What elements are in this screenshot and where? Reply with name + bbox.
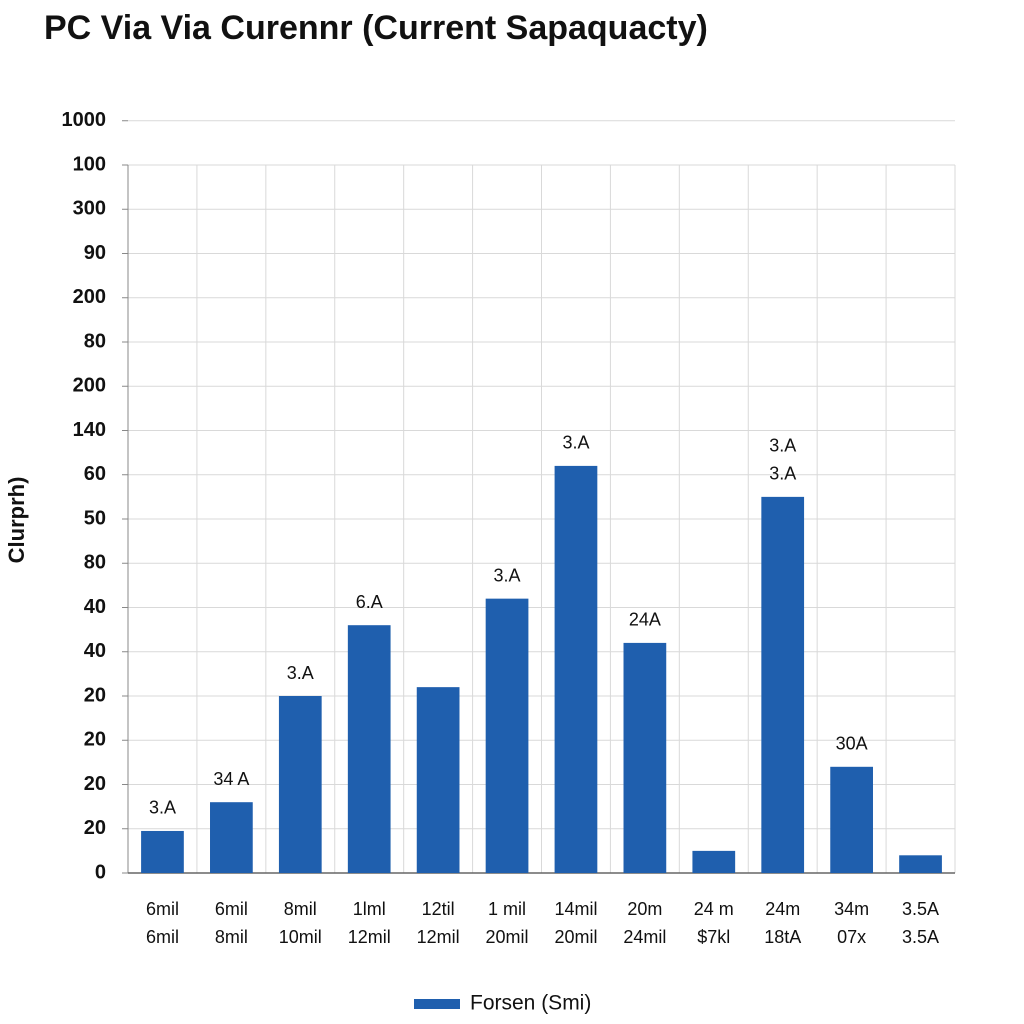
y-axis-title: Clurprh) bbox=[4, 477, 29, 564]
x-tick-label: 6mil bbox=[215, 899, 248, 919]
bar bbox=[692, 850, 736, 873]
legend-swatch bbox=[414, 999, 460, 1009]
x-tick-label: 8mil bbox=[284, 899, 317, 919]
bar bbox=[761, 496, 805, 873]
bar bbox=[347, 625, 391, 873]
bar-label: 3.A bbox=[149, 798, 176, 818]
y-tick-label: 200 bbox=[73, 375, 106, 397]
x-tick-label: 1 mil bbox=[488, 899, 526, 919]
bar-label: 3.A bbox=[562, 433, 589, 453]
x-tick-label: 20mil bbox=[554, 927, 597, 947]
bar bbox=[210, 802, 253, 873]
y-tick-label: 60 bbox=[84, 463, 106, 485]
bar-label: 3.A bbox=[494, 565, 521, 585]
y-tick-label: 40 bbox=[84, 640, 106, 662]
y-tick-label: 0 bbox=[95, 861, 106, 883]
y-tick-label: 90 bbox=[84, 242, 106, 264]
bar bbox=[554, 465, 598, 873]
bar-label: 24A bbox=[629, 610, 661, 630]
bar bbox=[899, 855, 942, 873]
x-tick-label: 12mil bbox=[348, 927, 391, 947]
x-tick-label: 24 m bbox=[694, 899, 734, 919]
x-tick-label: 12mil bbox=[417, 927, 460, 947]
bar-label: 3.A bbox=[287, 663, 314, 683]
x-tick-label: 8mil bbox=[215, 927, 248, 947]
bar bbox=[278, 696, 322, 873]
bar-label: 3.A bbox=[769, 464, 796, 484]
bar bbox=[485, 598, 529, 873]
chart-title: PC Via Via Curennr (Current Sapaquacty) bbox=[44, 9, 708, 47]
bar-label: 34 A bbox=[213, 769, 249, 789]
y-tick-label: 80 bbox=[84, 330, 106, 352]
x-tick-label: 3.5A bbox=[902, 899, 939, 919]
y-tick-label: 300 bbox=[73, 198, 106, 220]
x-tick-label: 12til bbox=[422, 899, 455, 919]
x-tick-label: 20mil bbox=[486, 927, 529, 947]
y-tick-label: 1000 bbox=[62, 109, 107, 131]
bar bbox=[416, 687, 460, 873]
bar-label: 30A bbox=[836, 734, 868, 754]
x-tick-label: 10mil bbox=[279, 927, 322, 947]
x-tick-label: $7kl bbox=[697, 927, 730, 947]
x-tick-label: 20m bbox=[627, 899, 662, 919]
y-tick-label: 40 bbox=[84, 596, 106, 618]
y-tick-label: 20 bbox=[84, 729, 106, 751]
bar-label: 3.A bbox=[769, 436, 796, 456]
x-tick-label: 24m bbox=[765, 899, 800, 919]
x-tick-label: 14mil bbox=[554, 899, 597, 919]
x-tick-label: 6mil bbox=[146, 899, 179, 919]
x-tick-label: 07x bbox=[837, 927, 866, 947]
x-tick-label: 6mil bbox=[146, 927, 179, 947]
bar bbox=[830, 766, 873, 873]
x-tick-label: 18tA bbox=[764, 927, 801, 947]
y-tick-label: 80 bbox=[84, 552, 106, 574]
x-tick-label: 34m bbox=[834, 899, 869, 919]
bar-label: 6.A bbox=[356, 592, 383, 612]
y-tick-label: 100 bbox=[73, 153, 106, 175]
legend-label: Forsen (Smi) bbox=[470, 992, 591, 1015]
y-tick-label: 200 bbox=[73, 286, 106, 308]
y-tick-label: 50 bbox=[84, 507, 106, 529]
y-tick-label: 140 bbox=[73, 419, 106, 441]
y-tick-label: 20 bbox=[84, 817, 106, 839]
y-tick-label: 20 bbox=[84, 684, 106, 706]
x-tick-label: 1lml bbox=[353, 899, 386, 919]
bar bbox=[623, 642, 667, 873]
x-tick-label: 3.5A bbox=[902, 927, 939, 947]
y-tick-label: 20 bbox=[84, 773, 106, 795]
x-tick-label: 24mil bbox=[623, 927, 666, 947]
bar bbox=[141, 830, 184, 873]
